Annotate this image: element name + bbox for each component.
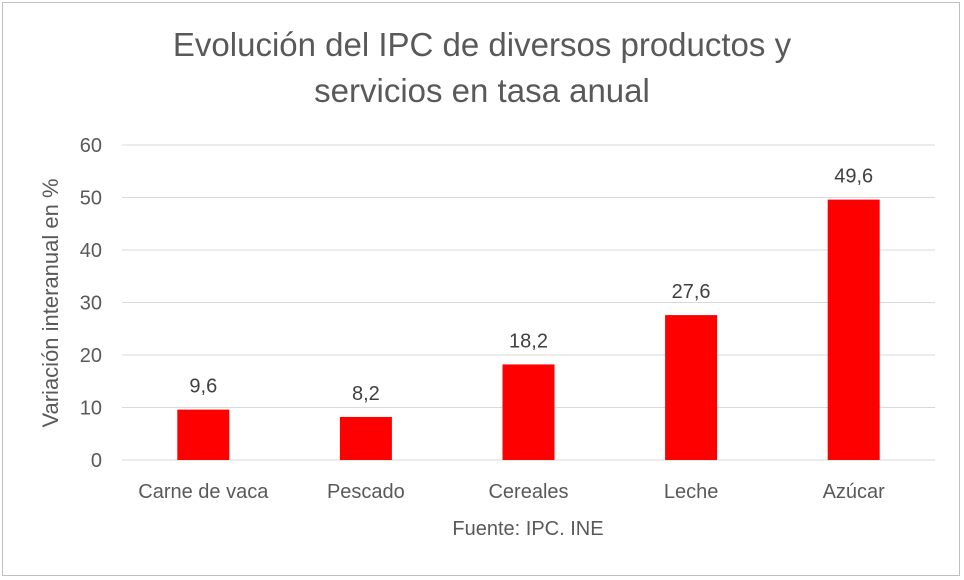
y-tick-label: 40: [80, 240, 102, 262]
x-category-label: Leche: [664, 481, 719, 503]
data-labels: 9,6 8,2 18,2 27,6 49,6: [189, 166, 873, 405]
x-category-label: Pescado: [327, 481, 405, 503]
bar: [339, 416, 392, 460]
x-axis-categories: Carne de vaca Pescado Cereales Leche Azúcar: [138, 481, 885, 503]
y-axis-title: Variación interanual en %: [38, 178, 63, 427]
x-category-label: Cereales: [488, 481, 568, 503]
data-label: 27,6: [672, 281, 711, 303]
x-axis-title: Fuente: IPC. INE: [452, 518, 603, 540]
y-tick-label: 10: [80, 398, 102, 420]
x-category-label: Carne de vaca: [138, 481, 269, 503]
y-tick-label: 60: [80, 135, 102, 157]
bar: [177, 409, 230, 460]
gridlines: [122, 144, 935, 461]
bars: [177, 199, 880, 460]
bar: [665, 315, 718, 460]
bar: [502, 364, 555, 460]
data-label: 9,6: [189, 376, 217, 398]
chart-title-line-2: servicios en tasa anual: [314, 72, 650, 109]
y-axis-ticks: 0 10 20 30 40 50 60: [80, 135, 102, 472]
y-tick-label: 0: [91, 450, 102, 472]
y-tick-label: 20: [80, 345, 102, 367]
y-tick-label: 50: [80, 188, 102, 210]
chart-title: Evolución del IPC de diversos productos …: [0, 22, 964, 114]
y-tick-label: 30: [80, 293, 102, 315]
data-label: 49,6: [834, 166, 873, 188]
data-label: 8,2: [352, 383, 380, 405]
bar: [827, 199, 880, 460]
x-category-label: Azúcar: [823, 481, 886, 503]
chart-title-line-1: Evolución del IPC de diversos productos …: [172, 26, 792, 63]
data-label: 18,2: [509, 330, 548, 352]
